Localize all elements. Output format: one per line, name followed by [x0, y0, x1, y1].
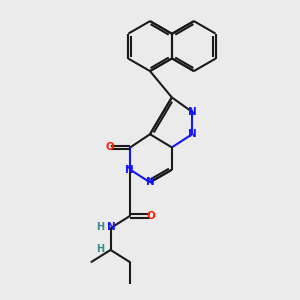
Text: H: H — [97, 244, 105, 254]
Text: N: N — [107, 222, 116, 232]
Text: O: O — [146, 211, 155, 221]
Text: N: N — [125, 165, 134, 175]
Text: N: N — [146, 177, 155, 188]
Text: N: N — [188, 129, 197, 139]
Text: H: H — [97, 222, 105, 232]
Text: O: O — [106, 142, 114, 152]
Text: N: N — [188, 107, 197, 117]
